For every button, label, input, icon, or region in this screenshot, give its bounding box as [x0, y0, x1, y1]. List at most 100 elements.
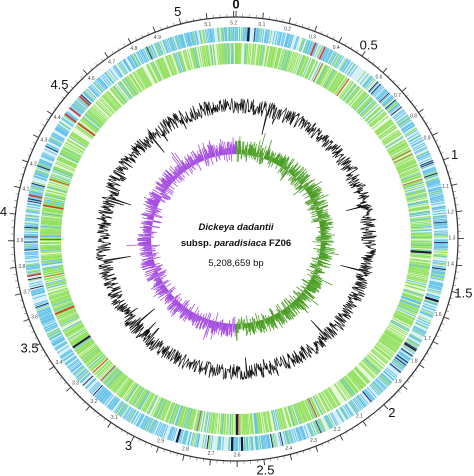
- minor-tick: [345, 431, 348, 435]
- skew-negative-mark: [154, 187, 165, 194]
- reverse-cds-mark: [43, 270, 65, 276]
- forward-cds-mark: [39, 312, 53, 320]
- skew-positive-mark: [295, 299, 307, 311]
- reverse-cds-mark: [122, 78, 135, 97]
- skew-negative-mark: [175, 166, 183, 174]
- skew-positive-mark: [296, 297, 303, 304]
- forward-cds-mark: [416, 152, 431, 160]
- skew-negative-mark: [187, 311, 192, 317]
- reverse-cds-mark: [113, 85, 128, 103]
- reverse-cds-mark: [166, 402, 175, 423]
- minor-scale-label: 0.1: [259, 22, 266, 28]
- forward-cds-mark: [51, 336, 64, 344]
- reverse-cds-mark: [362, 103, 379, 120]
- skew-negative-mark: [167, 297, 175, 304]
- reverse-cds-mark: [384, 135, 404, 148]
- forward-cds-mark: [142, 48, 150, 62]
- skew-negative-mark: [196, 163, 198, 166]
- forward-cds-mark: [34, 171, 49, 177]
- minor-tick: [73, 392, 76, 395]
- skew-positive-mark: [318, 258, 331, 262]
- reverse-cds-mark: [227, 413, 230, 435]
- forward-cds-mark: [183, 33, 189, 48]
- reverse-cds-mark: [81, 117, 99, 132]
- reverse-cds-mark: [306, 398, 317, 419]
- skew-negative-mark: [141, 214, 154, 219]
- skew-positive-mark: [278, 312, 286, 325]
- minor-scale-label: 5.2: [230, 20, 237, 26]
- reverse-cds-mark: [53, 302, 74, 311]
- reverse-cds-mark: [402, 293, 423, 301]
- forward-cds-mark: [202, 29, 207, 44]
- forward-cds-mark: [430, 198, 445, 203]
- minor-tick: [411, 375, 414, 378]
- reverse-cds-mark: [262, 411, 267, 433]
- forward-cds-mark: [27, 199, 42, 203]
- skew-negative-mark: [184, 308, 188, 312]
- major-scale-label: 4.5: [50, 77, 68, 92]
- reverse-cds-mark: [259, 412, 263, 434]
- gc-content-track: [95, 98, 377, 381]
- skew-negative-mark: [157, 288, 168, 296]
- reverse-cds-mark: [354, 367, 370, 384]
- reverse-cds-mark: [409, 262, 431, 267]
- reverse-cds-mark: [257, 412, 261, 434]
- forward-cds-mark: [316, 419, 323, 433]
- forward-cds-mark: [332, 53, 340, 67]
- skew-negative-mark: [145, 267, 157, 273]
- reverse-cds-mark: [367, 109, 384, 125]
- reverse-cds-mark: [380, 337, 399, 350]
- skew-negative-mark: [147, 275, 160, 282]
- skew-negative-mark: [231, 141, 233, 155]
- forward-cds-mark: [429, 280, 444, 285]
- reverse-cds-mark: [68, 136, 87, 148]
- forward-cds-mark: [39, 314, 54, 321]
- reverse-cds-mark: [410, 227, 432, 230]
- forward-cds-mark: [36, 166, 51, 172]
- reverse-cds-mark: [334, 383, 348, 402]
- reverse-cds-mark: [70, 132, 89, 146]
- reverse-cds-mark: [364, 357, 381, 373]
- reverse-cds-mark: [182, 407, 189, 428]
- reverse-cds-mark: [187, 408, 194, 430]
- skew-positive-mark: [284, 165, 288, 170]
- reverse-cds-mark: [387, 326, 406, 338]
- forward-cds-mark: [339, 407, 348, 420]
- forward-cds-mark: [104, 72, 114, 85]
- skew-positive-mark: [245, 323, 248, 335]
- skew-positive-mark: [320, 230, 330, 233]
- skew-positive-mark: [251, 322, 255, 334]
- skew-negative-mark: [216, 145, 220, 156]
- skew-positive-mark: [260, 313, 264, 320]
- reverse-cds-mark: [57, 157, 77, 168]
- skew-negative-mark: [188, 312, 194, 321]
- reverse-cds-mark: [403, 289, 424, 297]
- reverse-cds-mark: [171, 404, 180, 425]
- skew-positive-mark: [307, 202, 314, 206]
- reverse-cds-mark: [160, 400, 170, 421]
- forward-cds-mark: [153, 43, 161, 57]
- skew-positive-mark: [301, 292, 310, 300]
- forward-cds-mark: [24, 218, 39, 221]
- reverse-cds-mark: [397, 305, 418, 315]
- reverse-cds-mark: [360, 101, 377, 118]
- forward-cds-mark: [260, 435, 264, 450]
- forward-cds-mark: [55, 127, 68, 136]
- skew-negative-mark: [160, 274, 167, 279]
- skew-negative-mark: [167, 187, 174, 193]
- skew-negative-mark: [225, 147, 228, 155]
- skew-negative-mark: [161, 177, 171, 186]
- forward-cds-mark: [426, 179, 440, 185]
- major-tick: [178, 18, 182, 25]
- reverse-cds-mark: [139, 391, 151, 410]
- skew-negative-mark: [163, 289, 169, 294]
- reverse-cds-mark: [409, 210, 431, 215]
- skew-negative-mark: [155, 277, 161, 281]
- forward-cds-mark: [156, 42, 163, 56]
- skew-positive-mark: [247, 148, 249, 155]
- skew-positive-mark: [315, 268, 325, 274]
- skew-negative-mark: [222, 323, 225, 332]
- forward-cds-mark: [368, 81, 379, 93]
- skew-negative-mark: [151, 264, 156, 267]
- minor-tick: [367, 57, 370, 61]
